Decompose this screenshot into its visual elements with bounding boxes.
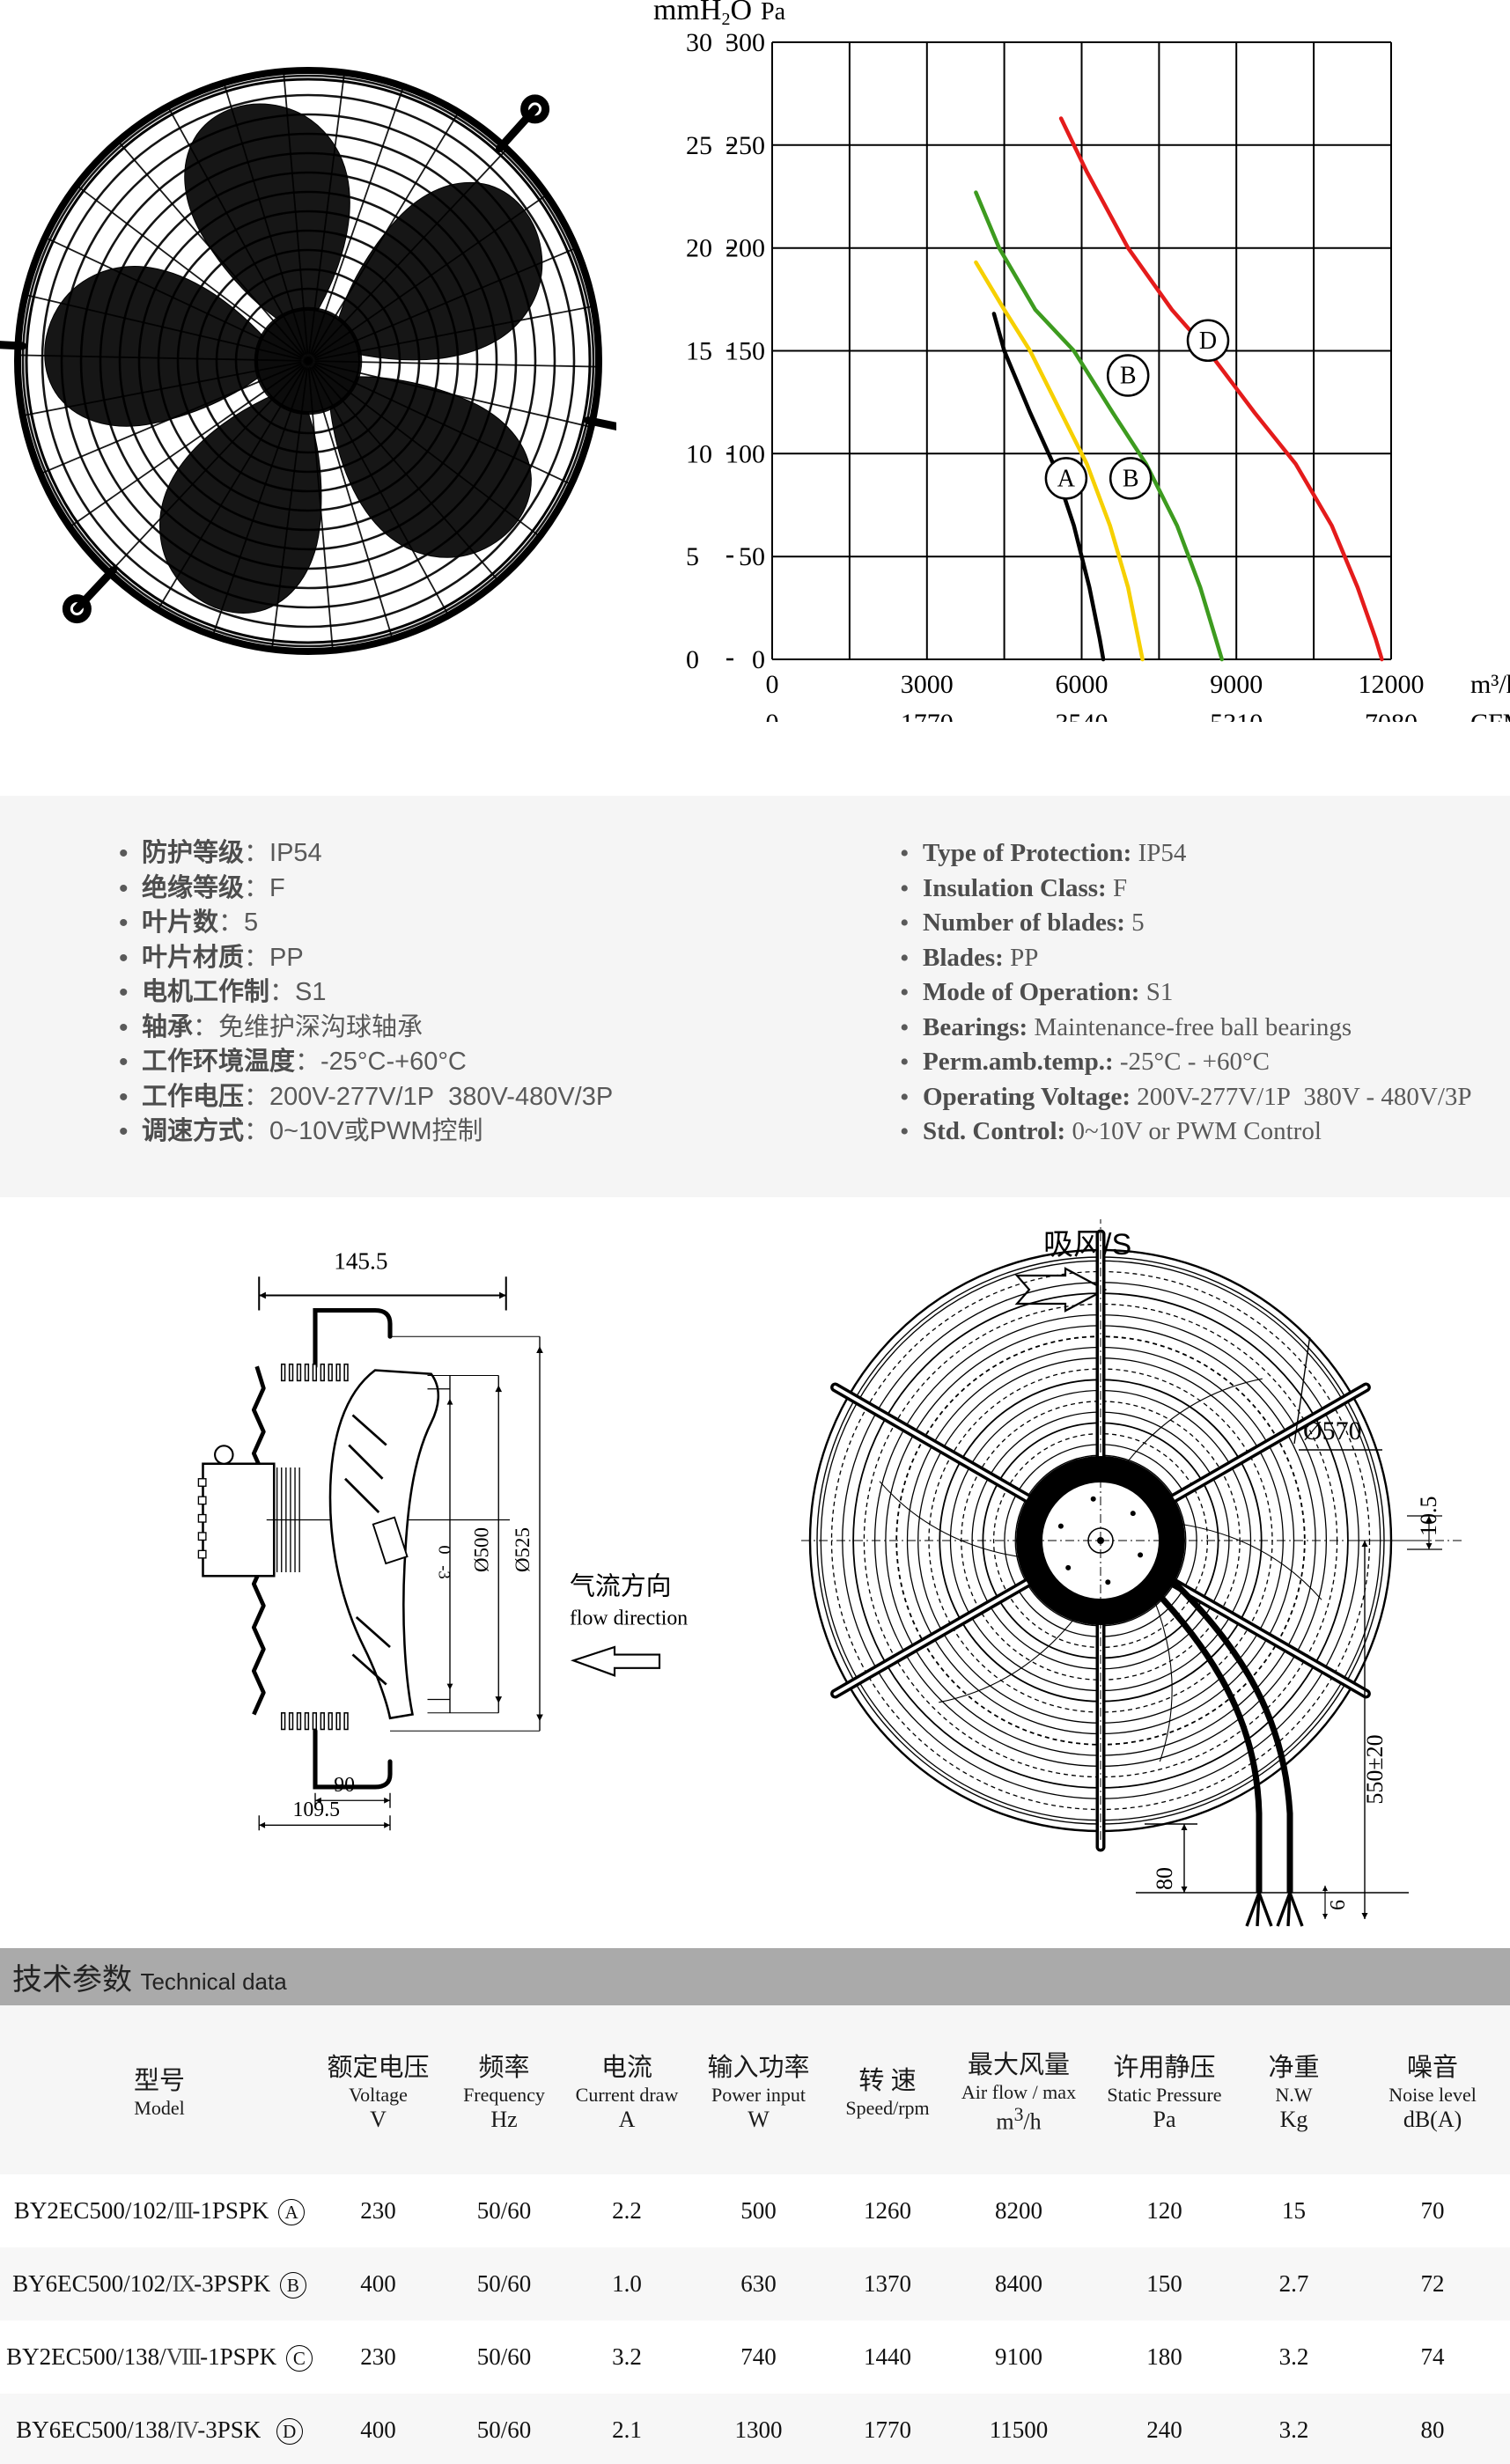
svg-text:mmH2O: mmH2O bbox=[653, 0, 752, 29]
svg-text:200: 200 bbox=[726, 234, 765, 263]
svg-text:CFM: CFM bbox=[1470, 709, 1510, 722]
svg-text:Pa: Pa bbox=[761, 0, 786, 26]
svg-text:0: 0 bbox=[434, 1545, 453, 1554]
svg-text:30: 30 bbox=[686, 28, 712, 57]
svg-text:250: 250 bbox=[726, 131, 765, 160]
svg-text:-3: -3 bbox=[434, 1565, 453, 1579]
svg-text:6: 6 bbox=[1327, 1900, 1350, 1910]
svg-text:80: 80 bbox=[1152, 1867, 1177, 1890]
svg-text:50: 50 bbox=[739, 542, 765, 571]
svg-text:B: B bbox=[1120, 363, 1137, 390]
svg-text:flow direction: flow direction bbox=[570, 1607, 688, 1630]
svg-text:0: 0 bbox=[686, 645, 699, 674]
svg-text:5310: 5310 bbox=[1210, 709, 1263, 722]
svg-text:7080: 7080 bbox=[1365, 709, 1418, 722]
svg-text:5: 5 bbox=[686, 542, 699, 571]
svg-text:1770: 1770 bbox=[901, 709, 954, 722]
svg-text:Ø500: Ø500 bbox=[470, 1527, 492, 1572]
svg-text:6000: 6000 bbox=[1056, 670, 1109, 699]
svg-text:109.5: 109.5 bbox=[292, 1798, 340, 1821]
svg-text:吸风/S: 吸风/S bbox=[1043, 1228, 1131, 1261]
svg-text:Ø525: Ø525 bbox=[512, 1527, 534, 1572]
svg-text:100: 100 bbox=[726, 439, 765, 468]
svg-text:10.5: 10.5 bbox=[1416, 1497, 1441, 1537]
svg-text:Ø570: Ø570 bbox=[1303, 1416, 1362, 1445]
svg-text:150: 150 bbox=[726, 337, 765, 366]
svg-text:550±20: 550±20 bbox=[1362, 1734, 1388, 1804]
svg-text:9000: 9000 bbox=[1210, 670, 1263, 699]
svg-text:3000: 3000 bbox=[901, 670, 954, 699]
svg-text:145.5: 145.5 bbox=[334, 1248, 387, 1275]
svg-text:D: D bbox=[1199, 327, 1217, 355]
svg-text:15: 15 bbox=[686, 337, 712, 366]
svg-text:气流方向: 气流方向 bbox=[570, 1573, 672, 1601]
svg-text:12000: 12000 bbox=[1359, 670, 1425, 699]
svg-text:90: 90 bbox=[334, 1774, 355, 1797]
svg-text:B: B bbox=[1123, 465, 1139, 492]
svg-text:300: 300 bbox=[726, 28, 765, 57]
svg-text:3540: 3540 bbox=[1056, 709, 1109, 722]
svg-text:25: 25 bbox=[686, 131, 712, 160]
svg-text:0: 0 bbox=[766, 670, 779, 699]
svg-text:A: A bbox=[1057, 465, 1076, 492]
svg-text:0: 0 bbox=[752, 645, 765, 674]
svg-text:20: 20 bbox=[686, 234, 712, 263]
svg-text:0: 0 bbox=[766, 709, 779, 722]
svg-text:m³/h: m³/h bbox=[1470, 670, 1510, 699]
svg-text:10: 10 bbox=[686, 439, 712, 468]
